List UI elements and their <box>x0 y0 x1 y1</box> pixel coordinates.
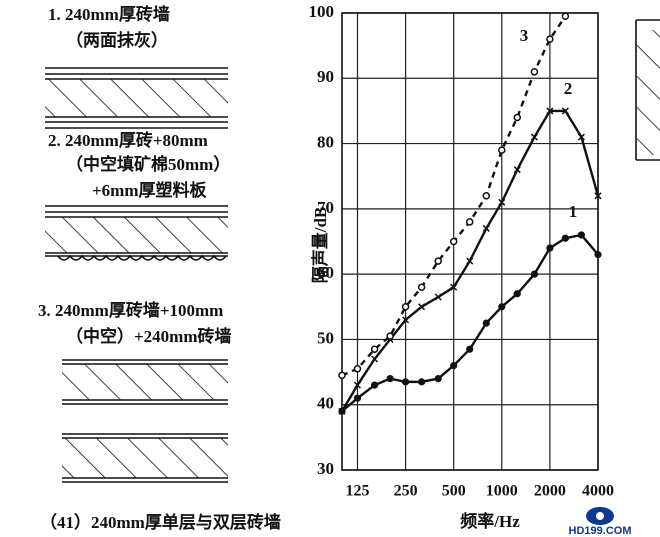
y-tick-label: 70 <box>317 198 334 217</box>
wall-diagram <box>45 205 228 261</box>
partial-diagram <box>635 19 660 161</box>
plot-frame <box>341 12 599 471</box>
curve-label: 3 <box>520 26 529 45</box>
x-tick-label: 250 <box>394 483 418 500</box>
point <box>386 332 394 340</box>
point <box>530 68 539 76</box>
y-tick-label: 30 <box>317 459 334 478</box>
x-tick-label: 125 <box>345 483 369 500</box>
wall-label: 1. 240mm厚砖墙 <box>48 4 170 24</box>
point <box>386 375 394 383</box>
point <box>434 375 442 383</box>
point <box>513 166 521 174</box>
y-axis-label: 隔声量/dB <box>310 207 330 284</box>
wall-diagram <box>45 67 228 129</box>
x-tick-label: 1000 <box>486 483 518 500</box>
y-tick-label: 60 <box>317 263 334 282</box>
y-tick-label: 100 <box>309 2 335 21</box>
y-tick-label: 40 <box>317 394 334 413</box>
point <box>353 365 362 373</box>
point <box>561 107 569 115</box>
point <box>450 283 458 291</box>
y-tick-label: 50 <box>317 328 334 347</box>
point <box>450 361 458 370</box>
point <box>530 270 539 278</box>
curve-label: 1 <box>569 202 578 221</box>
wall-label: （两面抹灰） <box>66 30 168 50</box>
wall-label: 3. 240mm厚砖墙+100mm <box>38 300 223 320</box>
point <box>546 107 554 115</box>
chart: 30 40 50 60 70 80 90 100 125 250 500 1000 2000 4000 频率… <box>309 2 615 531</box>
point <box>561 12 570 21</box>
point <box>370 345 379 353</box>
point <box>434 293 442 301</box>
wall-label: 2. 240mm厚砖+80mm <box>48 130 208 150</box>
point <box>594 192 602 200</box>
point <box>338 371 346 380</box>
logo-text: HD199.COM <box>569 525 632 537</box>
logo: HD199.COM <box>569 507 632 537</box>
x-tick-label: 4000 <box>582 483 614 500</box>
point <box>546 35 554 43</box>
y-tick-label: 80 <box>317 132 334 151</box>
point <box>498 146 506 154</box>
point <box>353 394 362 402</box>
x-axis-label: 频率/Hz <box>460 511 520 531</box>
caption: （41）240mm厚单层与双层砖墙 <box>40 512 281 532</box>
point <box>482 319 490 327</box>
wall-label: （中空填矿棉50mm） <box>66 154 230 174</box>
point <box>466 345 474 353</box>
point <box>418 378 426 386</box>
point <box>577 231 586 239</box>
point <box>371 355 379 363</box>
point <box>482 192 491 200</box>
wall-label: （中空）+240mm砖墙 <box>66 326 232 346</box>
point <box>577 133 585 141</box>
point <box>418 303 426 311</box>
point <box>402 316 410 324</box>
point <box>513 290 521 298</box>
point <box>371 381 379 389</box>
point <box>465 218 474 226</box>
point <box>338 407 346 415</box>
point <box>498 303 506 311</box>
point <box>466 257 474 265</box>
x-tick-label: 2000 <box>534 483 566 500</box>
point <box>353 381 362 389</box>
point <box>434 257 442 265</box>
point <box>594 250 602 259</box>
curve-label: 2 <box>564 79 573 98</box>
point <box>401 303 410 311</box>
point <box>498 198 506 206</box>
point <box>530 133 538 141</box>
point <box>561 234 569 242</box>
y-tick-label: 90 <box>317 67 334 86</box>
x-tick-label: 500 <box>442 483 466 500</box>
point <box>401 378 410 386</box>
wall-diagram <box>62 359 228 483</box>
point <box>449 237 458 246</box>
point <box>482 224 490 232</box>
wall-label: +6mm厚塑料板 <box>92 180 208 200</box>
point <box>513 113 522 122</box>
point <box>417 283 426 291</box>
point <box>546 244 554 252</box>
